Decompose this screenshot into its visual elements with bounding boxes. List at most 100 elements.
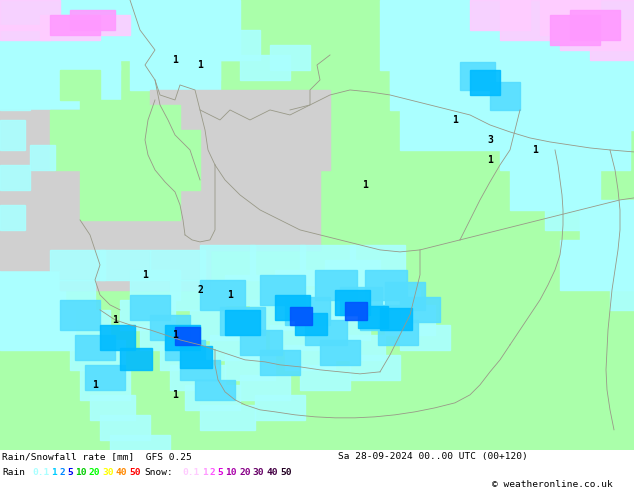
Bar (80, 100, 130, 130)
Bar (520, 85, 550, 110)
Bar (0, 20, 50, 50)
Text: Sa 28-09-2024 00..00 UTC (00+120): Sa 28-09-2024 00..00 UTC (00+120) (338, 452, 527, 461)
Text: 0.1: 0.1 (183, 468, 200, 477)
Bar (100, 250, 150, 280)
Bar (0, 120, 25, 150)
Text: 1: 1 (487, 155, 493, 165)
Bar (0, 70, 95, 110)
Bar (610, 280, 634, 310)
Bar (295, 313, 327, 335)
Bar (400, 325, 450, 350)
Bar (0, 230, 55, 270)
Text: 30: 30 (253, 468, 264, 477)
Bar (40, 15, 100, 40)
Bar (190, 310, 240, 340)
Bar (165, 325, 200, 350)
Bar (0, 150, 70, 190)
Bar (390, 45, 490, 90)
Text: 1: 1 (51, 468, 57, 477)
Bar (0, 310, 75, 350)
Text: 1: 1 (197, 60, 203, 70)
Text: 10: 10 (75, 468, 86, 477)
Bar (260, 275, 305, 305)
Bar (170, 280, 225, 310)
Bar (90, 395, 135, 420)
Text: 2: 2 (197, 285, 203, 295)
Bar (200, 30, 260, 60)
Bar (540, 105, 565, 130)
Bar (240, 330, 282, 355)
Bar (545, 205, 580, 230)
Bar (80, 370, 130, 400)
Bar (200, 405, 255, 430)
Bar (270, 325, 320, 350)
Bar (180, 55, 220, 80)
Text: Rain: Rain (2, 468, 25, 477)
Bar (380, 308, 412, 330)
Bar (200, 280, 245, 310)
Text: 1: 1 (362, 180, 368, 190)
Bar (350, 355, 400, 380)
Bar (30, 145, 55, 170)
Bar (0, 0, 120, 70)
Bar (180, 346, 212, 368)
Bar (340, 287, 382, 315)
Text: 40: 40 (266, 468, 278, 477)
Text: 1: 1 (142, 270, 148, 280)
Text: 20: 20 (239, 468, 250, 477)
Bar (385, 282, 425, 310)
Bar (100, 110, 160, 150)
Bar (140, 325, 190, 350)
Bar (250, 245, 305, 280)
Bar (120, 130, 200, 190)
Bar (30, 20, 70, 40)
Bar (0, 165, 30, 190)
Bar (225, 275, 280, 305)
Bar (50, 110, 130, 170)
Bar (70, 10, 115, 30)
Text: 1: 1 (532, 145, 538, 155)
Bar (358, 306, 388, 328)
Bar (500, 125, 630, 170)
Bar (160, 345, 210, 370)
Text: Rain/Snowfall rate [mm]  GFS 0.25: Rain/Snowfall rate [mm] GFS 0.25 (2, 452, 191, 461)
Bar (360, 305, 400, 330)
Bar (300, 290, 350, 320)
Bar (470, 70, 500, 95)
Bar (130, 105, 180, 140)
Bar (0, 110, 180, 270)
Bar (590, 20, 634, 60)
Bar (50, 280, 95, 310)
Bar (560, 145, 590, 170)
Bar (320, 315, 370, 340)
Bar (225, 355, 275, 380)
Bar (255, 395, 305, 420)
Bar (150, 250, 205, 280)
Bar (80, 140, 180, 220)
Bar (100, 415, 150, 440)
Bar (120, 0, 240, 60)
Bar (378, 320, 418, 345)
Bar (90, 15, 130, 35)
Bar (175, 327, 200, 345)
Bar (415, 45, 465, 80)
Bar (85, 365, 125, 390)
Bar (80, 130, 320, 250)
Text: 10: 10 (226, 468, 237, 477)
Bar (560, 0, 634, 50)
Text: 2: 2 (59, 468, 65, 477)
Bar (570, 10, 620, 40)
Bar (350, 245, 405, 285)
Bar (0, 190, 60, 230)
Bar (460, 62, 495, 90)
Bar (305, 320, 347, 345)
Text: 50: 50 (280, 468, 292, 477)
Bar (30, 105, 120, 150)
Bar (110, 435, 170, 450)
Text: 1: 1 (112, 315, 118, 325)
Bar (0, 80, 30, 110)
Text: 40: 40 (115, 468, 127, 477)
Bar (285, 297, 330, 325)
Bar (300, 245, 355, 285)
Bar (80, 25, 110, 50)
